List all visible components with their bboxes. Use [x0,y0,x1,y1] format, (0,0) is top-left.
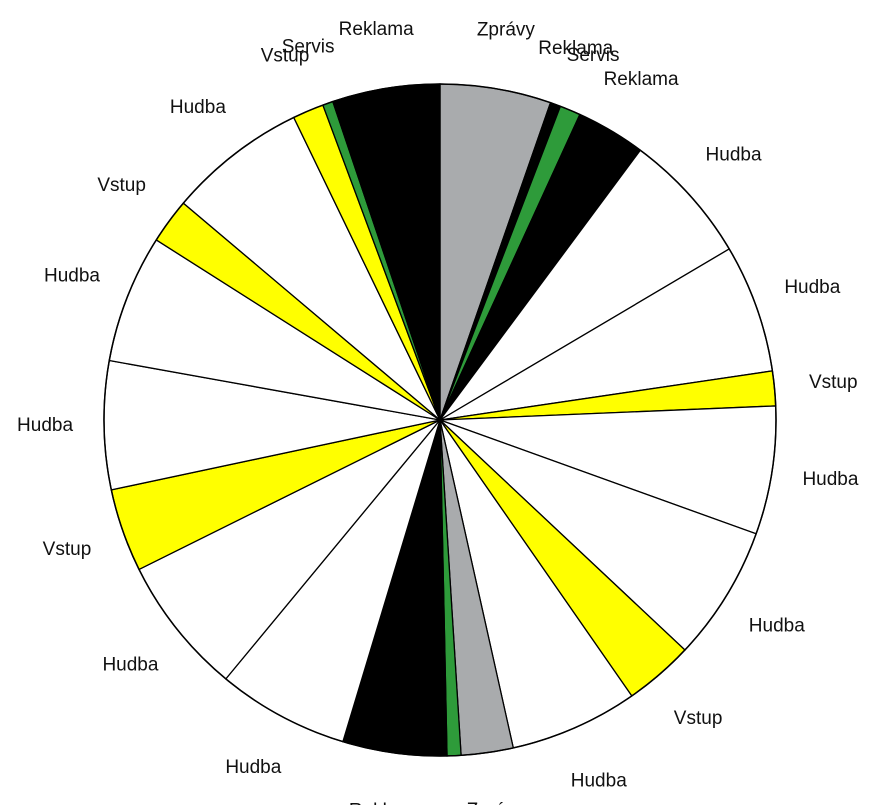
slice-label: Vstup [261,46,310,67]
slice-label: Servis [282,37,335,58]
slice-label: Hudba [17,415,73,436]
slice-label: Hudba [102,654,158,675]
pie-outline [103,83,777,757]
slice-label: Reklama [339,19,414,40]
slice-label: Hudba [44,266,100,287]
slice-label: Hudba [784,277,840,298]
slice-label: Vstup [809,372,858,393]
slice-label: Reklama [604,69,679,90]
slice-label: Servis [430,804,483,805]
slice-label: Hudba [802,469,858,490]
slice-label: Hudba [170,97,226,118]
slice-label: Zprávy [477,20,536,41]
slice-label: Vstup [43,539,92,560]
slice-label: Hudba [571,771,627,792]
slice-label: Reklama [349,800,424,805]
slice-label: Servis [567,45,620,66]
slice-label: Hudba [225,757,281,778]
slice-label: Reklama [538,38,613,59]
slice-label: Hudba [706,145,762,166]
slice-label: Zprávy [467,800,526,805]
slice-label: Hudba [749,615,805,636]
slice-label: Vstup [674,708,723,729]
slice-label: Vstup [97,175,146,196]
